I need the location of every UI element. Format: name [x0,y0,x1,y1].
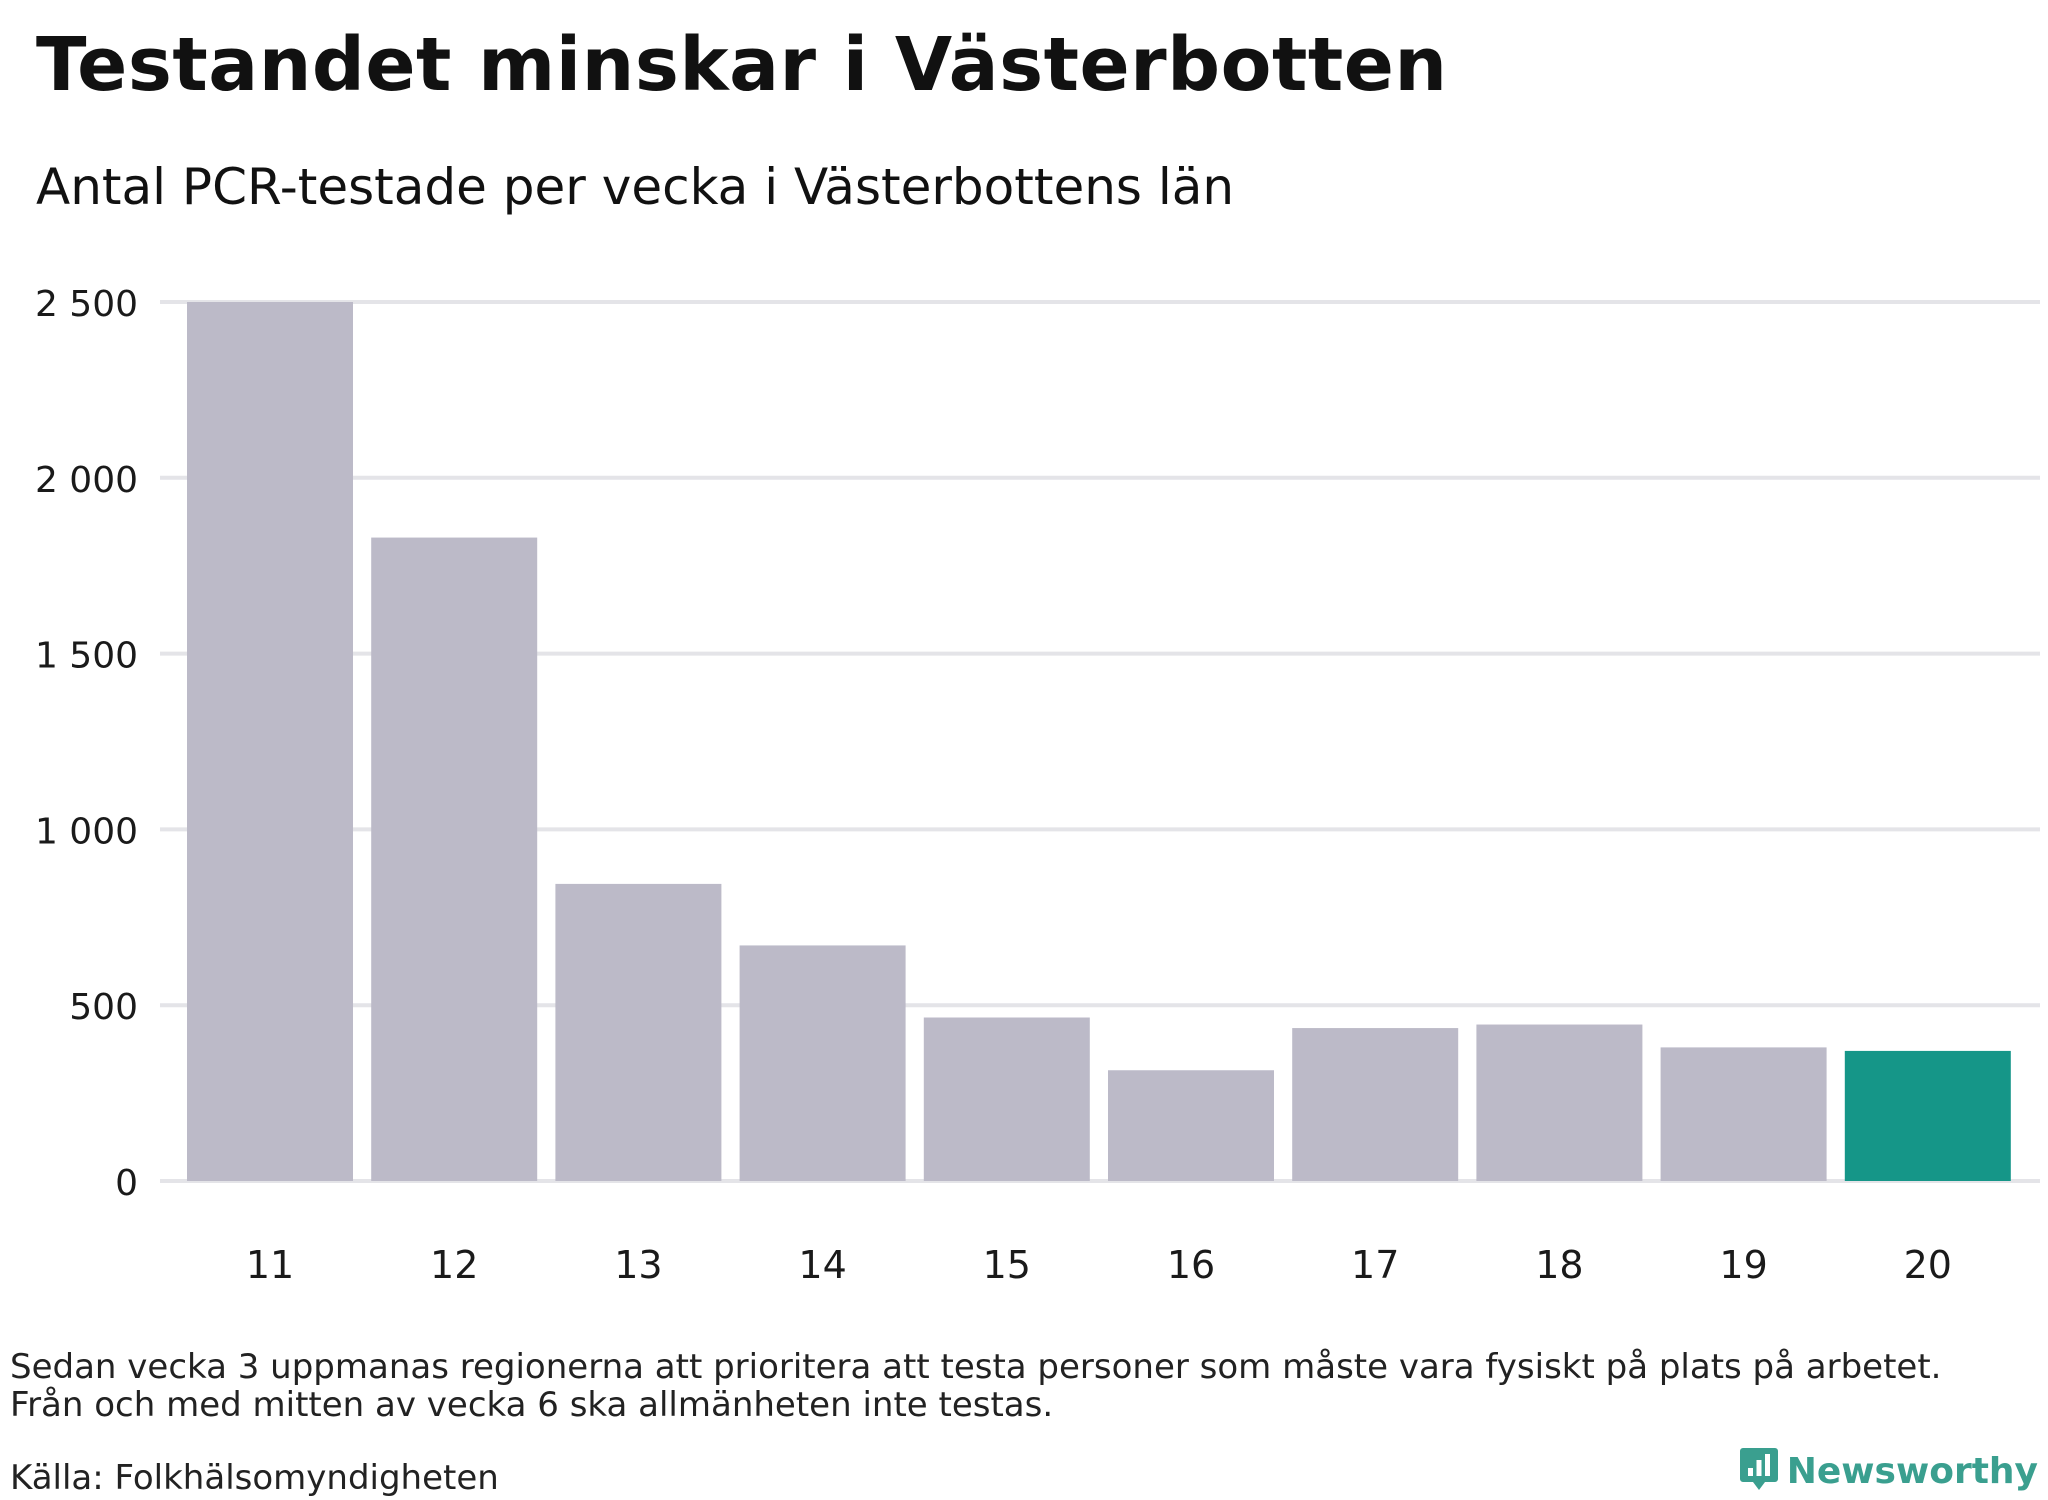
bar-week-12 [371,537,538,1181]
x-tick-label: 15 [983,1243,1031,1287]
bar-week-13 [555,883,722,1181]
x-tick-label: 13 [614,1243,662,1287]
bar-week-16 [1108,1070,1274,1181]
x-tick-label: 14 [798,1243,846,1287]
bars [187,302,2011,1181]
bar-week-18 [1476,1024,1643,1181]
x-tick-label: 17 [1351,1243,1399,1287]
footnote-line-2: Från och med mitten av vecka 6 ska allmä… [10,1385,1054,1425]
source-text: Källa: Folkhälsomyndigheten [10,1458,499,1498]
x-tick-label: 18 [1535,1243,1583,1287]
x-axis-ticks: 11 12 13 14 15 16 17 18 19 20 [246,1243,1952,1287]
brand-logo: Newsworthy [1739,1446,2038,1496]
y-tick-label: 1 500 [35,636,138,677]
bar-week-19 [1660,1047,1827,1181]
bar-week-20 [1844,1050,2011,1181]
y-tick-label: 0 [115,1163,138,1204]
chart-subtitle: Antal PCR-testade per vecka i Västerbott… [36,158,1235,216]
y-axis-ticks: 0 500 1 000 1 500 2 000 2 500 [35,284,138,1204]
bar-chart-speech-bubble-icon [1739,1446,1779,1496]
x-tick-label: 19 [1719,1243,1767,1287]
bar-week-11 [187,302,353,1181]
footnote: Sedan vecka 3 uppmanas regionerna att pr… [10,1348,2010,1424]
y-tick-label: 1 000 [35,811,138,852]
x-tick-label: 11 [246,1243,294,1287]
y-tick-label: 2 500 [35,284,138,325]
y-tick-label: 2 000 [35,460,138,501]
brand-name: Newsworthy [1786,1450,2038,1492]
footnote-line-1: Sedan vecka 3 uppmanas regionerna att pr… [10,1347,1942,1387]
chart-title: Testandet minskar i Västerbotten [36,22,1448,108]
x-tick-label: 16 [1167,1243,1215,1287]
y-tick-label: 500 [69,987,138,1028]
bar-week-17 [1292,1028,1459,1181]
bar-week-15 [923,1017,1090,1181]
x-tick-label: 12 [430,1243,478,1287]
x-tick-label: 20 [1904,1243,1952,1287]
bar-week-14 [739,945,906,1181]
